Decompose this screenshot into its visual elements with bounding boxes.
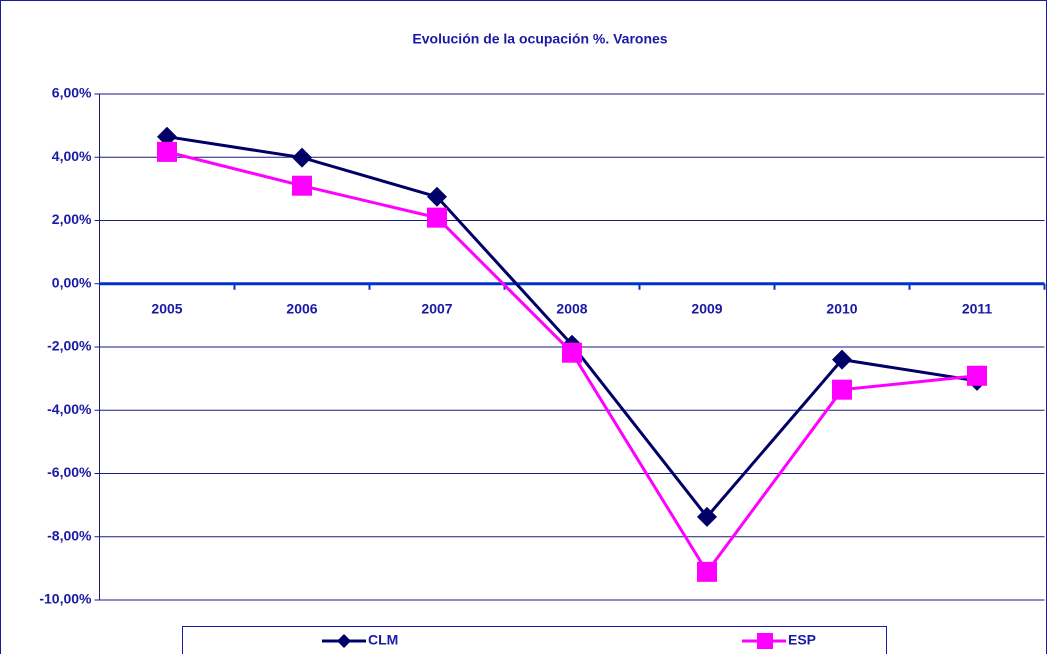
x-tick-label: 2011: [962, 300, 993, 316]
marker: [967, 365, 987, 386]
x-tick-label: 2008: [556, 300, 587, 316]
y-tick-label: 6,00%: [52, 85, 92, 101]
marker: [157, 141, 177, 162]
legend-marker: [757, 633, 773, 649]
chart-title: Evolución de la ocupación %. Varones: [412, 31, 667, 47]
y-tick-label: -4,00%: [47, 401, 92, 417]
y-tick-label: 0,00%: [52, 274, 92, 290]
x-tick-label: 2010: [826, 300, 857, 316]
x-tick-label: 2005: [151, 300, 182, 316]
x-tick-label: 2009: [691, 300, 722, 316]
legend-label: ESP: [788, 632, 816, 648]
marker: [427, 207, 447, 228]
x-tick-label: 2006: [286, 300, 317, 316]
y-tick-label: -2,00%: [47, 338, 92, 354]
marker: [832, 349, 852, 370]
y-tick-label: -6,00%: [47, 464, 92, 480]
marker: [292, 147, 312, 168]
marker: [427, 186, 447, 207]
legend-marker: [337, 634, 351, 648]
marker: [562, 342, 582, 363]
y-tick-label: 4,00%: [52, 148, 92, 164]
marker: [697, 561, 717, 582]
y-tick-label: -8,00%: [47, 527, 92, 543]
legend-label: CLM: [368, 632, 398, 648]
marker: [697, 506, 717, 527]
marker: [157, 126, 177, 147]
marker: [832, 379, 852, 400]
marker: [292, 175, 312, 196]
x-tick-label: 2007: [421, 300, 452, 316]
y-tick-label: -10,00%: [39, 591, 92, 607]
y-tick-label: 2,00%: [52, 211, 92, 227]
